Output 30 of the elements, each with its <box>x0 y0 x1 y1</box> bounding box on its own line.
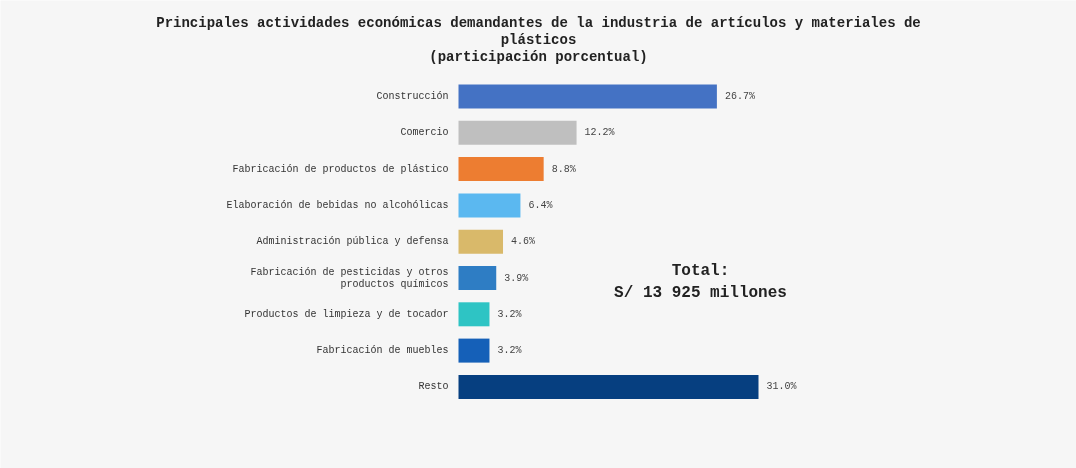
data-label: 3.9% <box>504 272 529 284</box>
data-label: 12.2% <box>584 127 615 139</box>
y-tick-label: Construcción <box>376 91 449 102</box>
bar <box>458 84 717 109</box>
y-tick-label: Administración pública y defensa <box>256 236 449 248</box>
bar <box>458 120 577 145</box>
bar <box>458 229 504 254</box>
data-label: 6.4% <box>528 199 553 211</box>
bar <box>458 374 759 399</box>
y-tick-label: Comercio <box>400 127 449 139</box>
data-label: 4.6% <box>511 236 536 248</box>
data-label: 8.8% <box>551 163 576 175</box>
y-tick-label: Fabricación de pesticidas y otros productos químicos <box>250 266 449 290</box>
bar <box>458 302 490 327</box>
chart-subtitle: (participación porcentual) <box>429 48 648 65</box>
chart-title: Principales actividades económicas demandantes de la industria de artículos y materiales de plásticos <box>156 14 921 48</box>
data-label: 26.7% <box>724 91 755 102</box>
data-label: 3.2% <box>497 345 522 357</box>
y-tick-label: Fabricación de muebles <box>316 345 449 357</box>
y-tick-label: Productos de limpieza y de tocador <box>244 308 449 320</box>
bar <box>458 157 544 182</box>
data-label: 3.2% <box>497 308 522 320</box>
bar <box>458 338 490 363</box>
y-tick-label: Elaboración de bebidas no alcohólicas <box>226 199 449 211</box>
y-tick-label: Resto <box>418 381 449 393</box>
bar <box>458 266 497 290</box>
bar <box>458 193 521 218</box>
y-tick-label: Fabricación de productos de plástico <box>232 163 449 175</box>
annotation: Total: S/ 13 925 millones <box>614 261 787 302</box>
data-label: 31.0% <box>766 381 797 393</box>
